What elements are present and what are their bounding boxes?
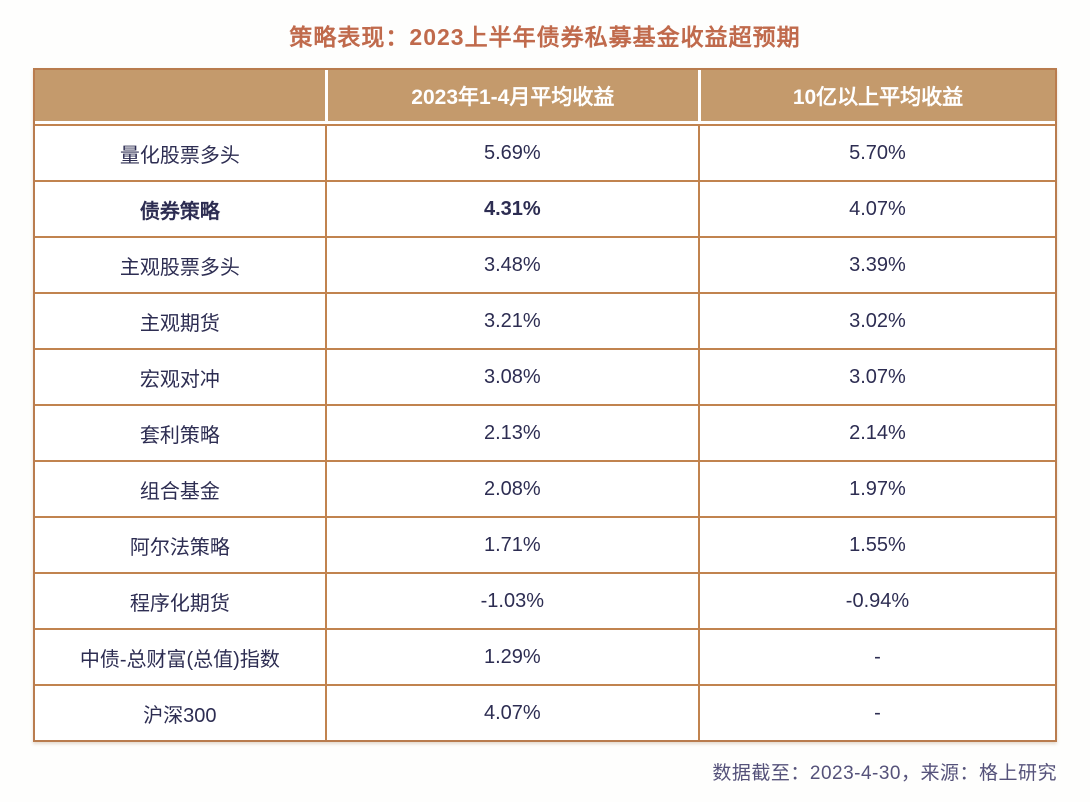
row-label-cell: 沪深300 [35,684,325,740]
row-value-cell-large: 3.02% [697,292,1055,348]
row-label-cell: 宏观对冲 [35,348,325,404]
row-label-cell: 阿尔法策略 [35,516,325,572]
table-row: 套利策略 2.13% 2.14% [35,404,1055,460]
row-value-cell-avg: 3.08% [324,348,698,404]
row-label-cell: 债券策略 [35,180,325,236]
header-cell-avg-return: 2023年1-4月平均收益 [324,70,698,124]
performance-table-container: 2023年1-4月平均收益 10亿以上平均收益 量化股票多头 5.69% 5.70%… [33,68,1057,742]
row-value-cell-avg: 3.48% [324,236,698,292]
table-row: 量化股票多头 5.69% 5.70% [35,124,1055,180]
row-label-cell: 主观期货 [35,292,325,348]
table-row: 组合基金 2.08% 1.97% [35,460,1055,516]
header-cell-large-fund-return: 10亿以上平均收益 [697,70,1055,124]
header-cell-strategy [35,70,325,124]
table-row: 主观期货 3.21% 3.02% [35,292,1055,348]
performance-table: 2023年1-4月平均收益 10亿以上平均收益 量化股票多头 5.69% 5.70%… [35,70,1055,740]
data-source-note: 数据截至：2023-4-30，来源：格上研究 [712,763,1057,784]
row-label-cell: 套利策略 [35,404,325,460]
row-value-cell-avg: 1.29% [324,628,698,684]
row-value-cell-large: 3.07% [697,348,1055,404]
row-value-cell-large: - [697,684,1055,740]
row-value-cell-avg: 5.69% [324,124,698,180]
row-value-cell-large: 3.39% [697,236,1055,292]
page-title: 策略表现：2023上半年债券私募基金收益超预期 [289,24,801,50]
header-row: 2023年1-4月平均收益 10亿以上平均收益 [35,70,1055,124]
row-label-cell: 量化股票多头 [35,124,325,180]
row-label-cell: 中债-总财富(总值)指数 [35,628,325,684]
row-label-cell: 主观股票多头 [35,236,325,292]
table-row: 宏观对冲 3.08% 3.07% [35,348,1055,404]
row-value-cell-large: -0.94% [697,572,1055,628]
row-value-cell-avg: 2.13% [324,404,698,460]
table-row: 程序化期货 -1.03% -0.94% [35,572,1055,628]
row-value-cell-avg: 2.08% [324,460,698,516]
table-row: 中债-总财富(总值)指数 1.29% - [35,628,1055,684]
row-value-cell-large: 2.14% [697,404,1055,460]
row-value-cell-large: 4.07% [697,180,1055,236]
row-label-cell: 程序化期货 [35,572,325,628]
row-value-cell-large: 1.97% [697,460,1055,516]
row-value-cell-avg: -1.03% [324,572,698,628]
table-body: 量化股票多头 5.69% 5.70% 债券策略 4.31% 4.07% 主观股票多头 3.48… [35,124,1055,740]
table-row: 沪深300 4.07% - [35,684,1055,740]
row-value-cell-large: 1.55% [697,516,1055,572]
table-row: 主观股票多头 3.48% 3.39% [35,236,1055,292]
row-label-cell: 组合基金 [35,460,325,516]
row-value-cell-avg: 3.21% [324,292,698,348]
row-value-cell-avg: 4.07% [324,684,698,740]
row-value-cell-avg: 4.31% [324,180,698,236]
row-value-cell-large: - [697,628,1055,684]
table-header: 2023年1-4月平均收益 10亿以上平均收益 [35,70,1055,124]
table-row: 债券策略 4.31% 4.07% [35,180,1055,236]
row-value-cell-large: 5.70% [697,124,1055,180]
row-value-cell-avg: 1.71% [324,516,698,572]
table-row: 阿尔法策略 1.71% 1.55% [35,516,1055,572]
